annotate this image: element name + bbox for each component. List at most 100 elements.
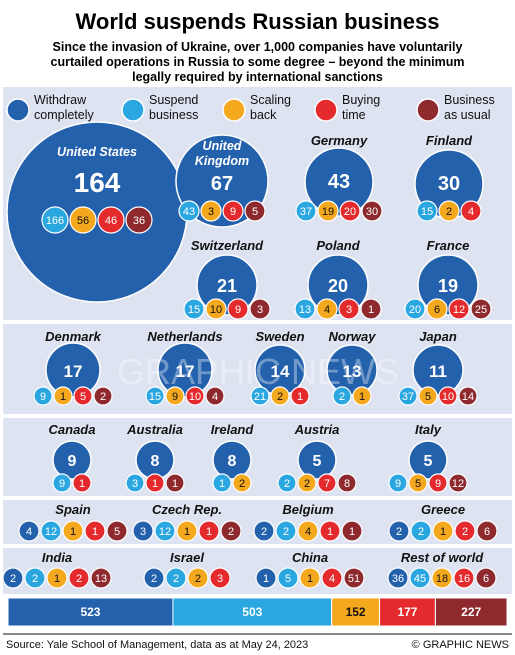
dot-value: 5 bbox=[415, 478, 421, 490]
bar-value: 503 bbox=[242, 605, 262, 619]
dot-value: 12 bbox=[453, 304, 465, 316]
dot-value: 14 bbox=[462, 391, 474, 403]
dot-value: 37 bbox=[402, 391, 414, 403]
dot-value: 4 bbox=[329, 573, 335, 585]
dot-value: 3 bbox=[208, 206, 214, 218]
legend-label-withdraw: completely bbox=[34, 108, 94, 122]
dot-value: 25 bbox=[475, 304, 487, 316]
country-label: Kingdom bbox=[195, 154, 249, 168]
country-label: Japan bbox=[419, 329, 457, 344]
dot-value: 9 bbox=[230, 206, 236, 218]
dot-buying-time bbox=[209, 567, 231, 589]
dot-business-as-usual bbox=[90, 567, 112, 589]
dot-business-as-usual bbox=[125, 206, 153, 234]
country-netherlands: 17 Netherlands 15 9 10 4 bbox=[145, 329, 225, 406]
dot-value: 2 bbox=[228, 526, 234, 538]
country-label: Germany bbox=[311, 133, 368, 148]
dot-value: 4 bbox=[212, 391, 218, 403]
country-label: Belgium bbox=[282, 502, 334, 517]
dot-suspend-business bbox=[41, 206, 69, 234]
country-norway: 13 Norway 2 1 bbox=[326, 329, 378, 406]
dot-value: 3 bbox=[217, 573, 223, 585]
dot-value: 1 bbox=[359, 391, 365, 403]
dot-scaling-back bbox=[69, 206, 97, 234]
dot-value: 166 bbox=[46, 215, 64, 227]
dot-business-as-usual bbox=[360, 298, 382, 320]
dot-value: 6 bbox=[434, 304, 440, 316]
dot-business-as-usual bbox=[475, 567, 497, 589]
dot-business-as-usual bbox=[93, 386, 113, 406]
dot-value: 1 bbox=[349, 526, 355, 538]
dot-scaling-back bbox=[352, 386, 372, 406]
dot-value: 2 bbox=[284, 478, 290, 490]
subtitle-line-1: Since the invasion of Ukraine, over 1,00… bbox=[53, 40, 463, 54]
dot-value: 15 bbox=[188, 304, 200, 316]
dot-withdraw-completely bbox=[132, 520, 154, 542]
bar-suspend-business bbox=[172, 597, 333, 627]
dot-business-as-usual bbox=[337, 473, 357, 493]
dot-value: 37 bbox=[300, 206, 312, 218]
bubble-withdraw bbox=[412, 344, 464, 396]
bubble-withdraw bbox=[326, 344, 378, 396]
total-withdraw: 9 bbox=[68, 453, 77, 470]
bar-value: 152 bbox=[346, 605, 366, 619]
total-withdraw: 11 bbox=[429, 362, 447, 381]
chart-title: World suspends Russian business bbox=[76, 9, 440, 34]
total-withdraw: 67 bbox=[211, 173, 233, 195]
dot-suspend-business bbox=[404, 298, 426, 320]
total-withdraw: 13 bbox=[343, 362, 362, 381]
country-spain: Spain 4 12 1 1 5 bbox=[18, 502, 128, 542]
bubble-withdraw bbox=[212, 440, 252, 480]
dot-scaling-back bbox=[408, 473, 428, 493]
dot-scaling-back bbox=[270, 386, 290, 406]
country-label: Poland bbox=[316, 238, 360, 253]
bubble-withdraw bbox=[175, 134, 269, 228]
dot-suspend-business bbox=[416, 200, 438, 222]
country-denmark: 17 Denmark 9 1 5 2 bbox=[33, 329, 113, 406]
total-withdraw: 14 bbox=[271, 362, 290, 381]
dot-value: 10 bbox=[189, 391, 201, 403]
dot-value: 2 bbox=[76, 573, 82, 585]
dot-value: 1 bbox=[152, 478, 158, 490]
country-label: Greece bbox=[421, 502, 465, 517]
dot-value: 4 bbox=[468, 206, 474, 218]
dot-value: 36 bbox=[392, 573, 404, 585]
dot-business-as-usual bbox=[106, 520, 128, 542]
country-japan: 11 Japan 37 5 10 14 bbox=[398, 329, 478, 406]
dot-scaling-back bbox=[438, 200, 460, 222]
total-withdraw: 17 bbox=[64, 362, 83, 381]
dot-value: 10 bbox=[442, 391, 454, 403]
dot-business-as-usual bbox=[220, 520, 242, 542]
country-switzerland: 21 Switzerland 15 10 9 3 bbox=[183, 238, 271, 320]
dot-value: 18 bbox=[436, 573, 448, 585]
dot-scaling-back bbox=[431, 567, 453, 589]
country-label: Austria bbox=[294, 422, 340, 437]
dot-value: 5 bbox=[285, 573, 291, 585]
country-ireland: 8 Ireland 1 2 bbox=[211, 422, 255, 493]
total-withdraw: 5 bbox=[313, 453, 322, 470]
dot-suspend-business bbox=[212, 473, 232, 493]
dot-value: 56 bbox=[77, 215, 89, 227]
country-label: Finland bbox=[426, 133, 473, 148]
country-label: Ireland bbox=[211, 422, 255, 437]
dot-value: 9 bbox=[235, 304, 241, 316]
dot-suspend-business bbox=[295, 200, 317, 222]
dot-scaling-back bbox=[205, 298, 227, 320]
dot-buying-time bbox=[84, 520, 106, 542]
country-label: United States bbox=[57, 145, 137, 159]
dot-business-as-usual bbox=[341, 520, 363, 542]
country-label: Canada bbox=[49, 422, 96, 437]
dot-value: 12 bbox=[452, 478, 464, 490]
dot-value: 10 bbox=[210, 304, 222, 316]
bar-value: 523 bbox=[80, 605, 100, 619]
dot-suspend-business bbox=[410, 520, 432, 542]
dot-value: 5 bbox=[80, 391, 86, 403]
dot-value: 9 bbox=[395, 478, 401, 490]
bar-value: 177 bbox=[397, 605, 417, 619]
dot-suspend-business bbox=[277, 567, 299, 589]
dot-value: 13 bbox=[95, 573, 107, 585]
country-label: Australia bbox=[126, 422, 183, 437]
country-label: United bbox=[203, 139, 242, 153]
dot-value: 20 bbox=[409, 304, 421, 316]
